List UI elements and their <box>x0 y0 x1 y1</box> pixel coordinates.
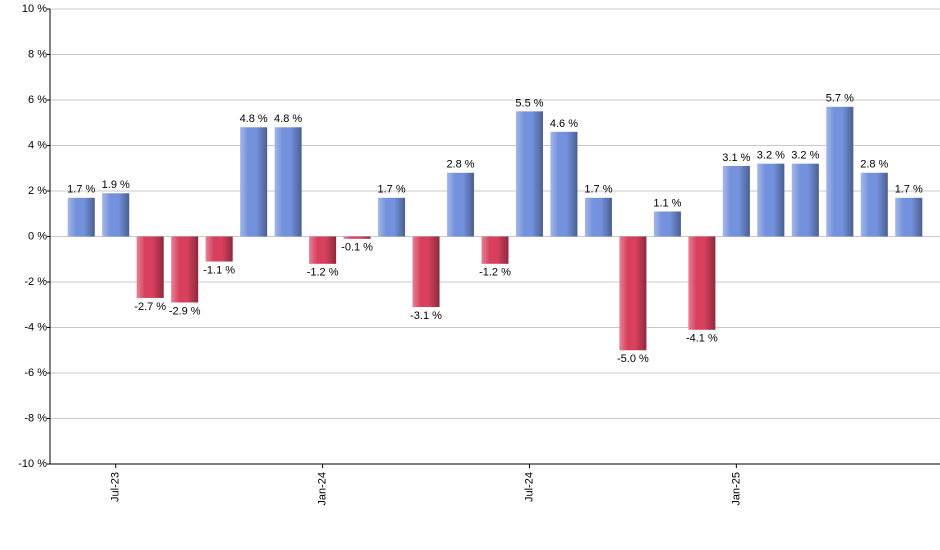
bar <box>205 236 233 262</box>
value-label: 3.1 % <box>722 152 750 164</box>
bar <box>67 197 95 237</box>
value-label: -2.9 % <box>169 305 201 317</box>
bar-shade <box>136 236 164 298</box>
bar-shade <box>722 165 750 237</box>
bar <box>447 172 475 237</box>
value-label: 5.5 % <box>515 97 543 109</box>
y-tick-label: 4 % <box>28 139 47 151</box>
bar-shade <box>378 197 406 237</box>
bar <box>274 127 302 237</box>
bar <box>860 172 888 237</box>
value-label: -1.1 % <box>203 264 235 276</box>
x-tick-label: Jul-23 <box>110 472 122 502</box>
bar-shade <box>309 236 337 264</box>
value-label: -1.2 % <box>479 267 511 279</box>
bar-shade <box>515 111 543 237</box>
bar <box>791 163 819 237</box>
value-label: 2.8 % <box>446 159 474 171</box>
value-label: 3.2 % <box>791 150 819 162</box>
bar-shade <box>343 236 371 239</box>
bar <box>895 197 923 237</box>
bar-shade <box>550 131 578 237</box>
bar-shade <box>584 197 612 237</box>
bar <box>481 236 509 264</box>
bar <box>171 236 199 303</box>
value-label: 1.1 % <box>653 197 681 209</box>
y-tick-label: 2 % <box>28 185 47 197</box>
x-tick-label: Jan-25 <box>730 472 742 506</box>
bar-shade <box>171 236 199 303</box>
bar <box>102 193 130 237</box>
bar-shade <box>895 197 923 237</box>
value-label: 4.6 % <box>550 118 578 130</box>
bar-shade <box>102 193 130 237</box>
bar <box>240 127 268 237</box>
bar <box>412 236 440 308</box>
bar <box>550 131 578 237</box>
value-label: -2.7 % <box>134 301 166 313</box>
bar <box>584 197 612 237</box>
bar <box>653 211 681 237</box>
y-tick-label: -2 % <box>24 276 47 288</box>
bar-shade <box>274 127 302 237</box>
bar-shade <box>653 211 681 237</box>
value-label: -0.1 % <box>341 242 373 254</box>
value-label: 1.7 % <box>67 184 95 196</box>
bar <box>136 236 164 298</box>
bar-shade <box>688 236 716 330</box>
value-label: 1.9 % <box>102 179 130 191</box>
bar <box>722 165 750 237</box>
y-tick-label: -10 % <box>18 458 47 470</box>
value-label: 4.8 % <box>274 113 302 125</box>
bar <box>826 106 854 237</box>
value-label: 3.2 % <box>757 150 785 162</box>
bar-shade <box>67 197 95 237</box>
bar-shade <box>481 236 509 264</box>
bar-shade <box>412 236 440 308</box>
bar <box>619 236 647 351</box>
x-tick-label: Jan-24 <box>317 472 329 506</box>
bar <box>309 236 337 264</box>
y-tick-label: -8 % <box>24 412 47 424</box>
value-label: 2.8 % <box>860 159 888 171</box>
value-label: 5.7 % <box>826 93 854 105</box>
bar <box>343 236 371 239</box>
y-tick-label: 0 % <box>28 230 47 242</box>
value-label: 1.7 % <box>584 184 612 196</box>
value-label: 1.7 % <box>377 184 405 196</box>
y-tick-label: 8 % <box>28 48 47 60</box>
value-label: -1.2 % <box>307 267 339 279</box>
bar-shade <box>240 127 268 237</box>
bar-shade <box>447 172 475 237</box>
bar <box>378 197 406 237</box>
value-label: 1.7 % <box>895 184 923 196</box>
bar-shade <box>860 172 888 237</box>
bar-shade <box>205 236 233 262</box>
y-tick-label: -4 % <box>24 321 47 333</box>
x-tick-label: Jul-24 <box>523 472 535 502</box>
bar <box>688 236 716 330</box>
y-tick-label: 6 % <box>28 94 47 106</box>
bar-shade <box>619 236 647 351</box>
bar-shade <box>826 106 854 237</box>
y-tick-label: 10 % <box>22 3 47 15</box>
bar <box>757 163 785 237</box>
y-tick-label: -6 % <box>24 367 47 379</box>
bar-shade <box>791 163 819 237</box>
bar <box>515 111 543 237</box>
value-label: 4.8 % <box>240 113 268 125</box>
value-label: -3.1 % <box>410 310 442 322</box>
value-label: -4.1 % <box>686 333 718 345</box>
bar-shade <box>757 163 785 237</box>
value-label: -5.0 % <box>617 353 649 365</box>
